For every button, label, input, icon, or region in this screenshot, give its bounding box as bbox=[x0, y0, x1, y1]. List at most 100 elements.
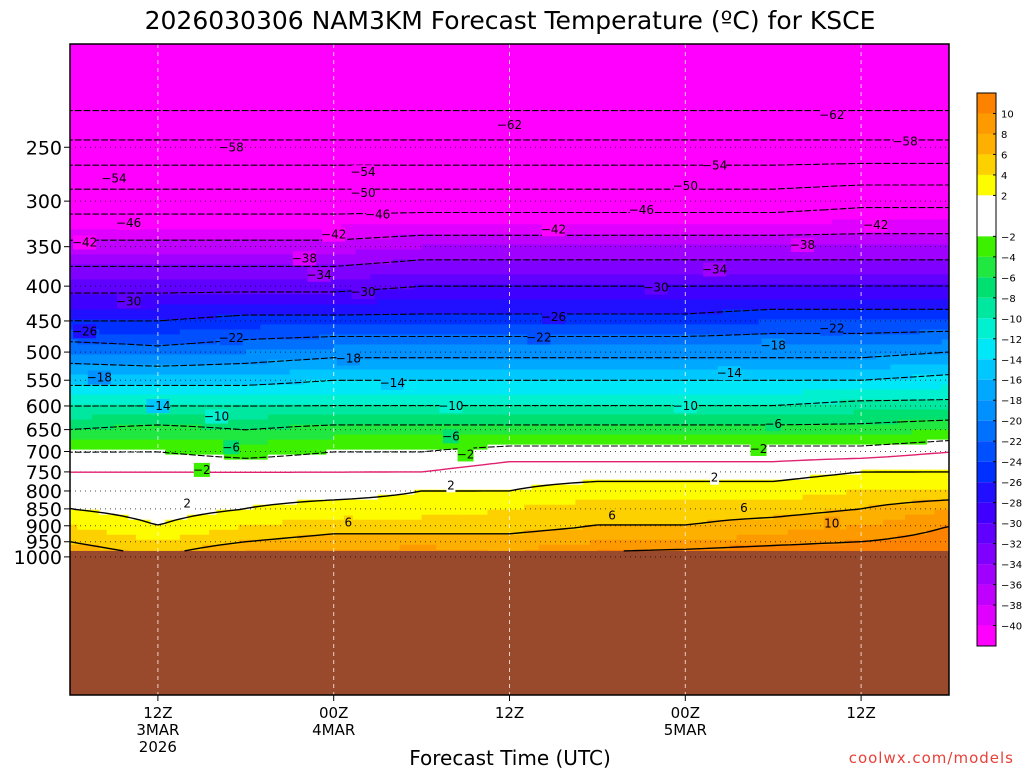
temperature-cell bbox=[450, 79, 459, 85]
temperature-cell bbox=[165, 199, 174, 205]
temperature-cell bbox=[773, 224, 782, 230]
temperature-cell bbox=[135, 249, 144, 255]
temperature-cell bbox=[736, 234, 745, 240]
temperature-cell bbox=[275, 229, 284, 235]
temperature-cell bbox=[165, 249, 174, 255]
temperature-cell bbox=[546, 134, 555, 140]
temperature-cell bbox=[106, 89, 115, 95]
temperature-cell bbox=[289, 44, 298, 50]
temperature-cell bbox=[106, 239, 115, 245]
temperature-cell bbox=[238, 154, 247, 160]
temperature-cell bbox=[267, 124, 276, 130]
temperature-cell bbox=[304, 104, 313, 110]
temperature-cell bbox=[612, 224, 620, 230]
temperature-cell bbox=[209, 134, 218, 140]
temperature-cell bbox=[480, 194, 489, 200]
temperature-cell bbox=[890, 104, 899, 110]
temperature-cell bbox=[736, 229, 745, 235]
temperature-cell bbox=[765, 204, 774, 210]
temperature-cell bbox=[384, 179, 393, 185]
temperature-cell bbox=[348, 249, 357, 255]
temperature-cell bbox=[758, 149, 767, 155]
temperature-cell bbox=[597, 209, 606, 215]
temperature-cell bbox=[150, 249, 159, 255]
temperature-cell bbox=[787, 164, 796, 170]
temperature-cell bbox=[223, 244, 232, 250]
temperature-cell bbox=[99, 59, 108, 65]
temperature-cell bbox=[582, 64, 591, 70]
temperature-cell bbox=[582, 44, 591, 50]
temperature-cell bbox=[113, 49, 122, 55]
temperature-cell bbox=[436, 114, 445, 120]
temperature-cell bbox=[912, 74, 921, 80]
temperature-cell bbox=[384, 84, 393, 90]
temperature-cell bbox=[77, 144, 86, 150]
temperature-cell bbox=[238, 249, 247, 255]
temperature-cell bbox=[685, 79, 694, 85]
temperature-cell bbox=[516, 189, 525, 195]
temperature-cell bbox=[245, 234, 254, 240]
temperature-cell bbox=[568, 194, 577, 200]
temperature-cell bbox=[121, 109, 130, 115]
temperature-cell bbox=[458, 69, 467, 75]
temperature-cell bbox=[77, 99, 86, 105]
temperature-cell bbox=[260, 84, 269, 90]
temperature-cell bbox=[795, 134, 804, 140]
temperature-cell bbox=[297, 204, 305, 210]
temperature-cell bbox=[736, 139, 745, 145]
temperature-cell bbox=[714, 179, 723, 185]
temperature-cell bbox=[399, 104, 408, 110]
temperature-cell bbox=[333, 59, 342, 65]
temperature-cell bbox=[875, 179, 884, 185]
temperature-cell bbox=[831, 154, 840, 160]
temperature-cell bbox=[677, 114, 686, 120]
temperature-cell bbox=[157, 179, 166, 185]
temperature-cell bbox=[253, 114, 262, 120]
temperature-cell bbox=[187, 109, 196, 115]
temperature-cell bbox=[91, 84, 100, 90]
temperature-cell bbox=[436, 134, 445, 140]
temperature-cell bbox=[399, 74, 408, 80]
temperature-cell bbox=[297, 139, 305, 145]
temperature-cell bbox=[890, 89, 899, 95]
temperature-cell bbox=[487, 94, 496, 100]
temperature-cell bbox=[187, 74, 196, 80]
temperature-cell bbox=[443, 214, 452, 220]
temperature-cell bbox=[831, 99, 840, 105]
temperature-cell bbox=[773, 209, 782, 215]
temperature-cell bbox=[487, 134, 496, 140]
temperature-cell bbox=[787, 189, 796, 195]
temperature-cell bbox=[546, 44, 555, 50]
temperature-cell bbox=[663, 194, 672, 200]
temperature-cell bbox=[77, 104, 86, 110]
temperature-cell bbox=[70, 64, 78, 70]
temperature-cell bbox=[590, 129, 598, 135]
temperature-cell bbox=[670, 99, 679, 105]
temperature-cell bbox=[458, 169, 467, 175]
temperature-cell bbox=[699, 219, 708, 225]
temperature-cell bbox=[575, 224, 584, 230]
temperature-cell bbox=[348, 244, 357, 250]
temperature-cell bbox=[736, 159, 745, 165]
temperature-cell bbox=[128, 194, 137, 200]
temperature-cell bbox=[157, 224, 166, 230]
temperature-cell bbox=[494, 79, 503, 85]
temperature-cell bbox=[897, 99, 906, 105]
temperature-cell bbox=[135, 149, 144, 155]
temperature-cell bbox=[648, 154, 657, 160]
temperature-cell bbox=[150, 129, 159, 135]
temperature-cell bbox=[685, 199, 694, 205]
temperature-cell bbox=[509, 109, 518, 115]
temperature-cell bbox=[751, 99, 760, 105]
temperature-cell bbox=[106, 59, 115, 65]
temperature-cell bbox=[809, 154, 818, 160]
temperature-cell bbox=[443, 244, 452, 250]
temperature-cell bbox=[267, 244, 276, 250]
temperature-cell bbox=[238, 134, 247, 140]
temperature-cell bbox=[260, 234, 269, 240]
temperature-cell bbox=[289, 49, 298, 55]
temperature-cell bbox=[399, 249, 408, 255]
temperature-cell bbox=[135, 204, 144, 210]
temperature-cell bbox=[560, 249, 569, 255]
temperature-cell bbox=[853, 169, 862, 175]
